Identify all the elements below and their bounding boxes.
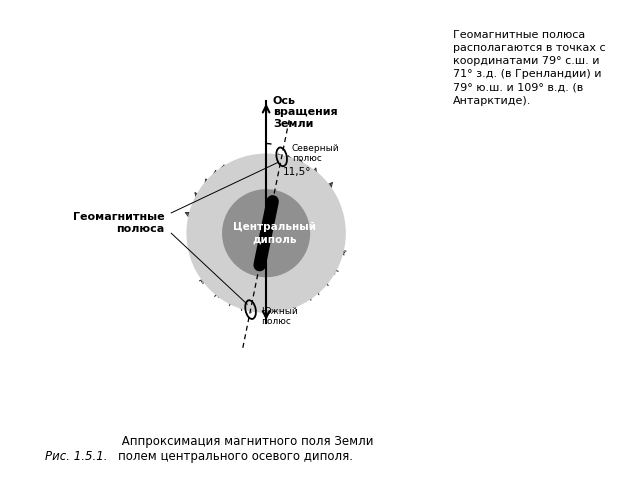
Text: Ось
вращения
Земли: Ось вращения Земли: [273, 96, 337, 129]
Circle shape: [222, 189, 310, 277]
Text: Южный
полюс: Южный полюс: [260, 307, 298, 326]
Text: Центральный
диполь: Центральный диполь: [233, 222, 316, 244]
Text: Аппроксимация магнитного поля Земли
полем центрального осевого диполя.: Аппроксимация магнитного поля Земли поле…: [118, 435, 374, 463]
Circle shape: [188, 155, 344, 311]
Text: Геомагнитные
полюса: Геомагнитные полюса: [73, 212, 164, 234]
Text: Северный
полюс: Северный полюс: [292, 144, 339, 163]
Text: 11,5°: 11,5°: [283, 168, 312, 178]
Text: Геомагнитные полюса
располагаются в точках с
координатами 79° с.ш. и
71° з.д. (в: Геомагнитные полюса располагаются в точк…: [452, 30, 605, 106]
Text: Рис. 1.5.1.: Рис. 1.5.1.: [45, 450, 108, 463]
